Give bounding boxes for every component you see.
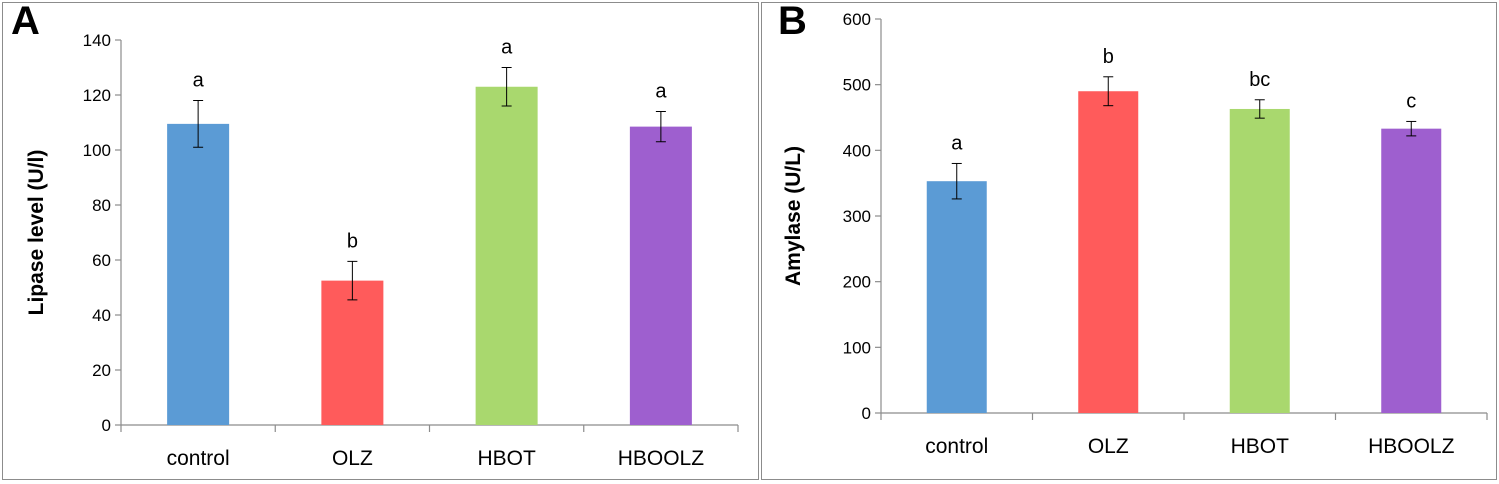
y-tick-label: 600 [843,10,871,29]
x-category-label: HBOT [1231,435,1290,458]
y-tick-label: 80 [92,196,111,215]
y-tick-label: 0 [102,416,111,435]
x-category-label: control [167,447,230,470]
y-tick-label: 500 [843,76,871,95]
significance-label-hboolz: a [655,81,667,103]
significance-label-olz: b [1103,46,1114,68]
y-tick-label: 20 [92,361,111,380]
amylase-chart: 0 100 200 300 400 500 600 a control b OLZ bc HBOT c HB… [782,10,1488,458]
bar-control [926,181,987,413]
y-tick-label: 40 [92,306,111,325]
y-axis-title: Lipase level (U/l) [25,150,48,316]
significance-label-control: a [951,132,963,154]
chart-panel-a: A 0 20 40 60 80 100 120 140 a control b OLZ a HBOT a HB… [2,0,759,480]
x-category-label: OLZ [1088,435,1129,458]
chart-panel-b: B 0 100 200 300 400 500 600 a control b OLZ bc HBOT c… [761,0,1497,480]
significance-label-control: a [193,70,205,92]
bar-hboolz [1381,128,1442,413]
significance-label-hboolz: c [1406,90,1416,112]
y-tick-label: 200 [843,273,871,292]
y-tick-label: 400 [843,141,871,160]
y-axis-title: Amylase (U/L) [782,146,805,286]
bar-hbot [475,86,538,425]
x-category-label: HBOOLZ [1368,435,1455,458]
bar-olz [321,280,384,425]
bar-hbot [1229,108,1290,414]
x-category-label: HBOOLZ [618,447,705,470]
significance-label-olz: b [347,230,358,252]
y-tick-label: 140 [83,31,111,50]
x-category-label: HBOT [477,447,536,470]
panel-letter-a: A [11,0,40,43]
lipase-chart: 0 20 40 60 80 100 120 140 a control b OLZ a HBOT a HBOO… [25,31,739,470]
y-tick-label: 0 [862,404,871,423]
y-tick-label: 100 [83,141,111,160]
panel-letter-b: B [778,0,807,43]
x-category-label: OLZ [332,447,373,470]
bar-hboolz [629,126,692,425]
significance-label-hbot: a [501,37,513,59]
bar-olz [1078,91,1139,413]
y-tick-label: 60 [92,251,111,270]
bar-control [167,123,230,425]
significance-label-hbot: bc [1249,69,1270,91]
y-tick-label: 120 [83,86,111,105]
x-category-label: control [925,435,988,458]
y-tick-label: 100 [843,338,871,357]
y-tick-label: 300 [843,207,871,226]
